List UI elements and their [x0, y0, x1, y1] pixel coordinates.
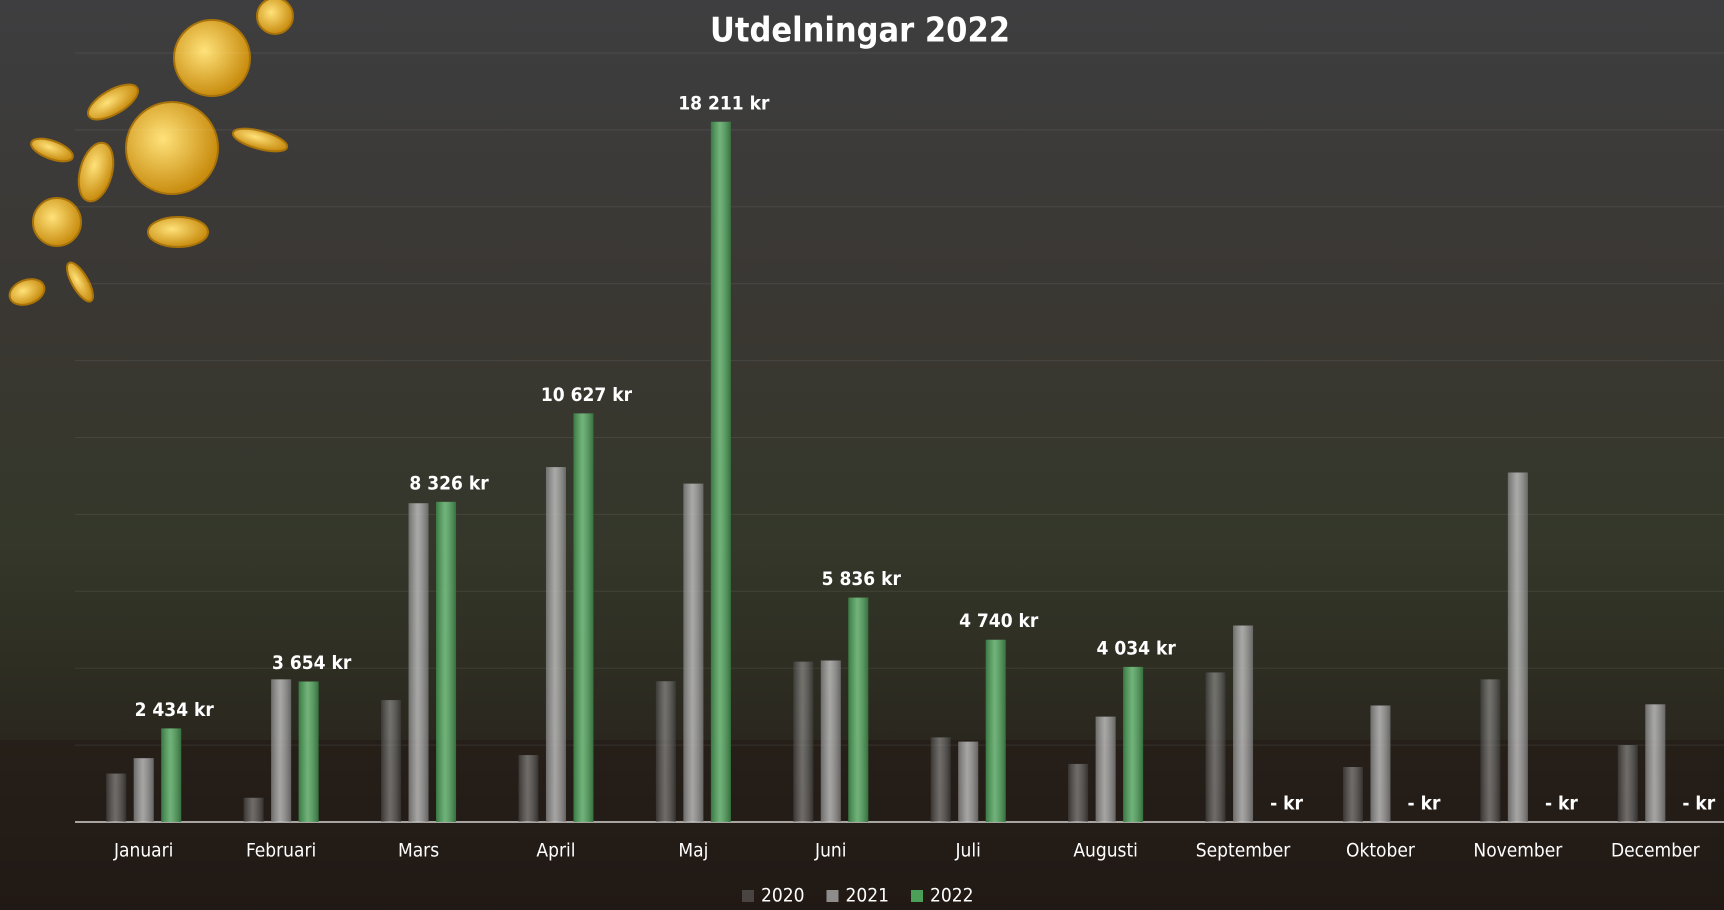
legend-swatch — [826, 890, 839, 902]
x-tick-label: Mars — [398, 840, 439, 862]
bar-shine — [683, 483, 704, 822]
x-tick-label: Februari — [246, 840, 316, 862]
x-tick-label: Maj — [678, 840, 708, 862]
legend-label: 2022 — [930, 885, 974, 907]
data-label: 5 836 kr — [822, 568, 902, 590]
bar-shine — [793, 661, 814, 822]
data-label: 4 034 kr — [1096, 637, 1176, 659]
bar-shine — [1205, 672, 1226, 822]
x-tick-label: December — [1611, 840, 1701, 862]
data-label: 18 211 kr — [678, 92, 770, 114]
bar-shine — [1095, 716, 1116, 822]
legend-swatch — [911, 890, 923, 902]
bar-shine — [848, 597, 869, 822]
data-label: 8 326 kr — [409, 472, 489, 494]
chart-title: Utdelningar 2022 — [710, 11, 1010, 51]
data-label: - kr — [1682, 793, 1715, 815]
x-tick-label: November — [1473, 840, 1563, 862]
bar-shine — [1617, 745, 1638, 822]
x-tick-label: Januari — [113, 840, 173, 862]
bar-shine — [1645, 704, 1666, 822]
bar-shine — [133, 758, 154, 822]
bar-shine — [573, 413, 594, 822]
coins — [8, 0, 294, 306]
x-tick-label: April — [536, 840, 575, 862]
bar-shine — [161, 728, 182, 822]
bar-shine — [408, 503, 429, 822]
bar-shine — [243, 797, 264, 822]
bar-shine — [655, 681, 676, 822]
bar-shine — [1507, 472, 1528, 822]
bar-shine — [106, 773, 127, 822]
bar-shine — [930, 737, 951, 822]
legend-label: 2021 — [846, 885, 890, 907]
data-label: - kr — [1545, 793, 1578, 815]
legend-label: 2020 — [761, 885, 805, 907]
data-label: 4 740 kr — [959, 610, 1039, 632]
x-tick-label: Oktober — [1346, 840, 1416, 862]
bar-shine — [958, 741, 979, 822]
bar-shine — [436, 501, 457, 822]
data-label: 3 654 kr — [272, 652, 352, 674]
bar-shine — [710, 121, 731, 822]
bar-shine — [518, 755, 539, 822]
bar-shine — [1068, 763, 1089, 822]
x-tick-label: September — [1196, 840, 1291, 862]
bar-shine — [1370, 705, 1391, 822]
x-tick-label: Juni — [814, 840, 846, 862]
bar-shine — [985, 639, 1006, 822]
bar-shine — [271, 679, 292, 822]
data-label: 2 434 kr — [135, 699, 215, 721]
legend-swatch — [742, 890, 754, 902]
bar-shine — [381, 700, 402, 822]
bar-shine — [1342, 767, 1363, 822]
bar-shine — [1233, 625, 1254, 822]
x-tick-label: Augusti — [1073, 840, 1138, 862]
bar-shine — [298, 681, 319, 822]
data-label: - kr — [1408, 793, 1441, 815]
bar-shine — [545, 467, 566, 822]
bar-shine — [1480, 679, 1501, 822]
data-label: 10 627 kr — [541, 384, 633, 406]
x-tick-label: Juli — [955, 840, 981, 862]
bar-shine — [820, 660, 841, 822]
data-label: - kr — [1270, 793, 1303, 815]
bar-shine — [1123, 666, 1144, 822]
